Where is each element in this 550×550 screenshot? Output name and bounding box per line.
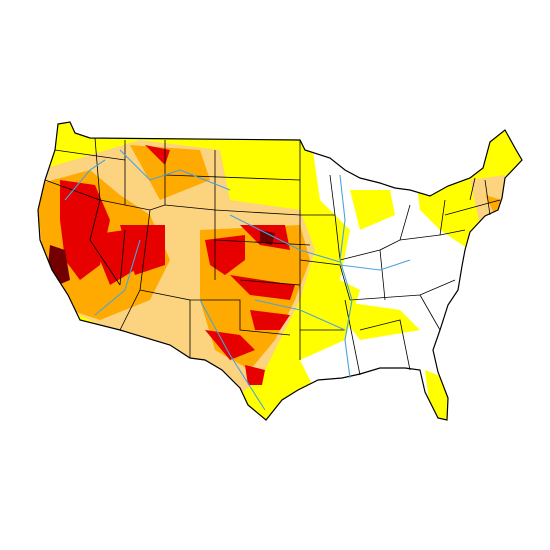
rivers [64, 149, 411, 411]
d2-area [38, 145, 502, 370]
